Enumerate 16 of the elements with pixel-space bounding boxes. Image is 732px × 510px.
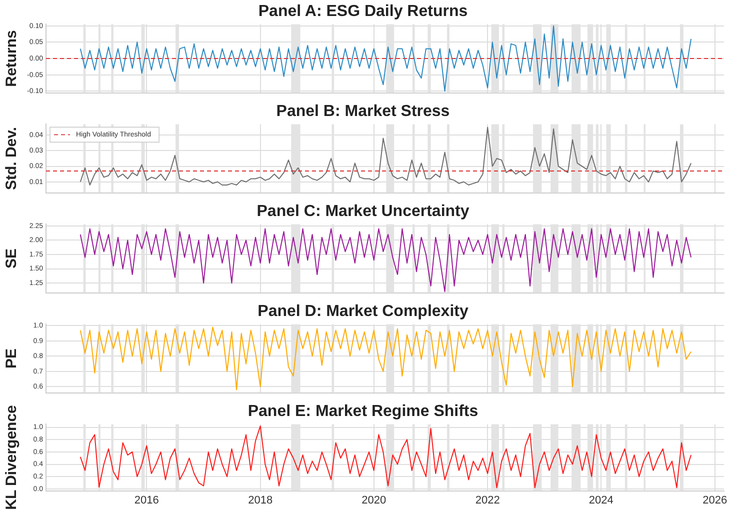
- y-axis-title: Returns: [3, 30, 20, 87]
- chart-title: Panel E: Market Regime Shifts: [248, 403, 478, 420]
- x-tick-label: 2022: [475, 494, 500, 506]
- x-tick-label: 2024: [588, 494, 614, 506]
- chart-title: Panel B: Market Stress: [276, 103, 450, 120]
- chart-title: Panel C: Market Uncertainty: [256, 203, 470, 220]
- y-axis-title: Std. Dev.: [3, 126, 20, 190]
- chart-title: Panel D: Market Complexity: [258, 303, 468, 320]
- y-axis-title: SE: [3, 248, 20, 269]
- x-tick-label: 2018: [248, 494, 273, 506]
- y-axis-title: PE: [3, 348, 20, 369]
- chart-title: Panel A: ESG Daily Returns: [258, 3, 468, 20]
- x-tick-label: 2026: [702, 494, 728, 506]
- x-tick-label: 2016: [134, 494, 159, 506]
- x-tick-label: 2020: [362, 494, 386, 506]
- y-axis-title: KL Divergence: [3, 405, 20, 510]
